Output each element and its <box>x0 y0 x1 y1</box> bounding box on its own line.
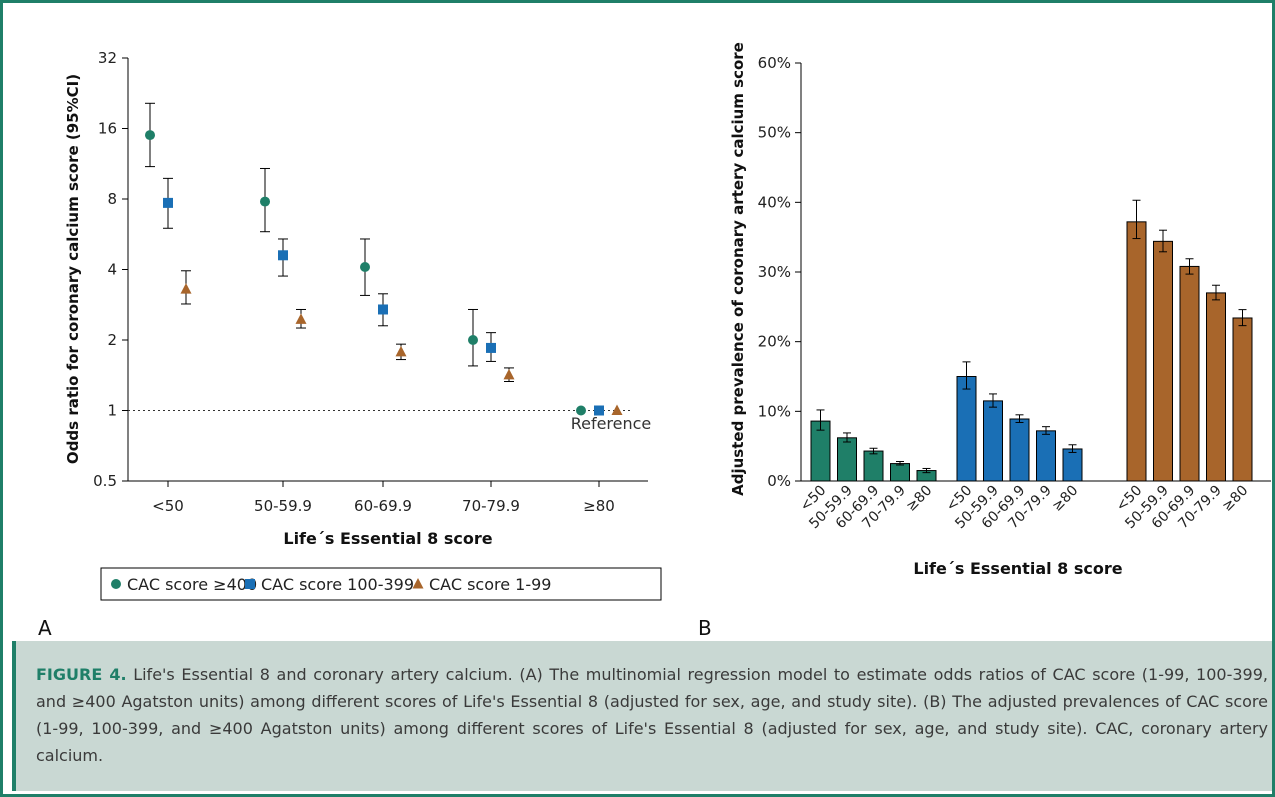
b-green-50-59-9-bar <box>837 437 857 482</box>
panel-b-x-axis-label: Life´s Essential 8 score <box>913 559 1122 578</box>
a-circle-50-59-9-point <box>260 196 270 207</box>
legend-label-circle: CAC score ≥400 <box>127 575 257 594</box>
b-y-tick-label-10: 10% <box>758 402 791 420</box>
b-green-80-tick-label: ≥80 <box>903 483 935 515</box>
b-y-tick-label-0: 0% <box>767 472 791 490</box>
a-square-60-69-9-point <box>378 304 388 315</box>
panel-b-y-ticks: 0% 10% 20% 30% 40% 50% 60% <box>758 54 801 490</box>
a-square-50-59-9-point <box>278 250 288 261</box>
a-circle-60-69-9-point <box>360 261 370 272</box>
a-triangle-70-79-9-point <box>503 368 515 380</box>
y-tick-label-16: 16 <box>98 120 117 138</box>
reference-label: Reference <box>571 414 652 433</box>
a-circle-50-point <box>145 130 155 141</box>
panel-b-bars <box>810 199 1253 482</box>
a-triangle-50-59-9-point <box>295 313 307 324</box>
panel-b: 0% 10% 20% 30% 40% 50% 60% <5050-59.960-69.970… <box>698 42 1271 640</box>
b-green-70-79-9-bar <box>890 463 910 482</box>
a-circle-80-point <box>576 405 586 416</box>
x-tick-label-50-59-9: 50-59.9 <box>254 497 312 515</box>
b-brown-80-tick-label: ≥80 <box>1219 483 1251 515</box>
b-y-tick-label-20: 20% <box>758 333 791 351</box>
panel-a-marks <box>145 102 623 416</box>
b-y-tick-label-40: 40% <box>758 193 791 211</box>
y-tick-label-0-5: 0.5 <box>93 472 117 490</box>
legend: CAC score ≥400 CAC score 100-399 CAC score… <box>111 575 551 594</box>
b-blue-60-69-9-bar <box>1009 418 1030 482</box>
b-green-60-69-9-bar <box>863 450 884 482</box>
b-blue-70-79-9-bar <box>1036 430 1056 482</box>
b-blue-50-bar <box>956 376 977 482</box>
b-brown-80-bar <box>1232 317 1253 482</box>
b-brown-50-59-9-bar <box>1153 240 1173 482</box>
panel-a-letter: A <box>38 616 52 640</box>
y-tick-label-2: 2 <box>107 331 117 349</box>
caption-label: FIGURE 4. <box>36 665 127 684</box>
b-brown-50-bar <box>1126 221 1147 482</box>
b-y-tick-label-60: 60% <box>758 54 791 72</box>
panel-b-y-axis-label: Adjusted prevalence of coronary artery c… <box>729 42 747 496</box>
x-tick-label-80: ≥80 <box>583 497 615 515</box>
b-blue-80-bar <box>1062 448 1083 482</box>
panel-a-x-ticks: <50 50-59.9 60-69.9 70-79.9 ≥80 <box>152 481 615 515</box>
legend-label-square: CAC score 100-399 <box>261 575 414 594</box>
legend-box <box>100 567 662 601</box>
x-tick-label-50: <50 <box>152 497 184 515</box>
b-y-tick-label-50: 50% <box>758 124 791 142</box>
caption-body: Life's Essential 8 and coronary artery c… <box>36 665 1268 765</box>
x-tick-label-60-69-9: 60-69.9 <box>354 497 412 515</box>
figure-caption: FIGURE 4. Life's Essential 8 and coronar… <box>12 641 1272 791</box>
panel-a-x-axis-label: Life´s Essential 8 score <box>283 529 492 548</box>
b-brown-70-79-9-bar <box>1206 292 1226 482</box>
y-tick-label-4: 4 <box>107 261 117 279</box>
b-brown-60-69-9-bar <box>1179 265 1200 482</box>
b-y-tick-label-30: 30% <box>758 263 791 281</box>
y-tick-label-32: 32 <box>98 49 117 67</box>
b-blue-80-tick-label: ≥80 <box>1049 483 1081 515</box>
a-square-70-79-9-point <box>486 342 496 353</box>
legend-label-triangle: CAC score 1-99 <box>429 575 551 594</box>
y-tick-label-1: 1 <box>107 402 117 420</box>
legend-marker-triangle <box>412 578 424 589</box>
y-tick-label-8: 8 <box>107 190 117 208</box>
a-square-50-point <box>163 197 173 208</box>
panel-a-y-ticks: 0.5 1 2 4 8 16 32 <box>93 49 128 490</box>
a-triangle-50-point <box>180 283 192 294</box>
panel-b-letter: B <box>698 616 712 640</box>
legend-marker-circle <box>111 579 121 589</box>
a-triangle-60-69-9-point <box>395 345 407 357</box>
a-triangle-80-point <box>611 404 623 415</box>
a-circle-70-79-9-point <box>468 335 478 345</box>
x-tick-label-70-79-9: 70-79.9 <box>462 497 520 515</box>
legend-marker-square <box>245 579 255 589</box>
b-blue-50-59-9-bar <box>983 400 1003 482</box>
caption-text: FIGURE 4. Life's Essential 8 and coronar… <box>36 661 1268 769</box>
panel-a-y-axis-label: Odds ratio for coronary calcium score (9… <box>64 74 82 464</box>
a-square-80-point <box>594 405 604 416</box>
